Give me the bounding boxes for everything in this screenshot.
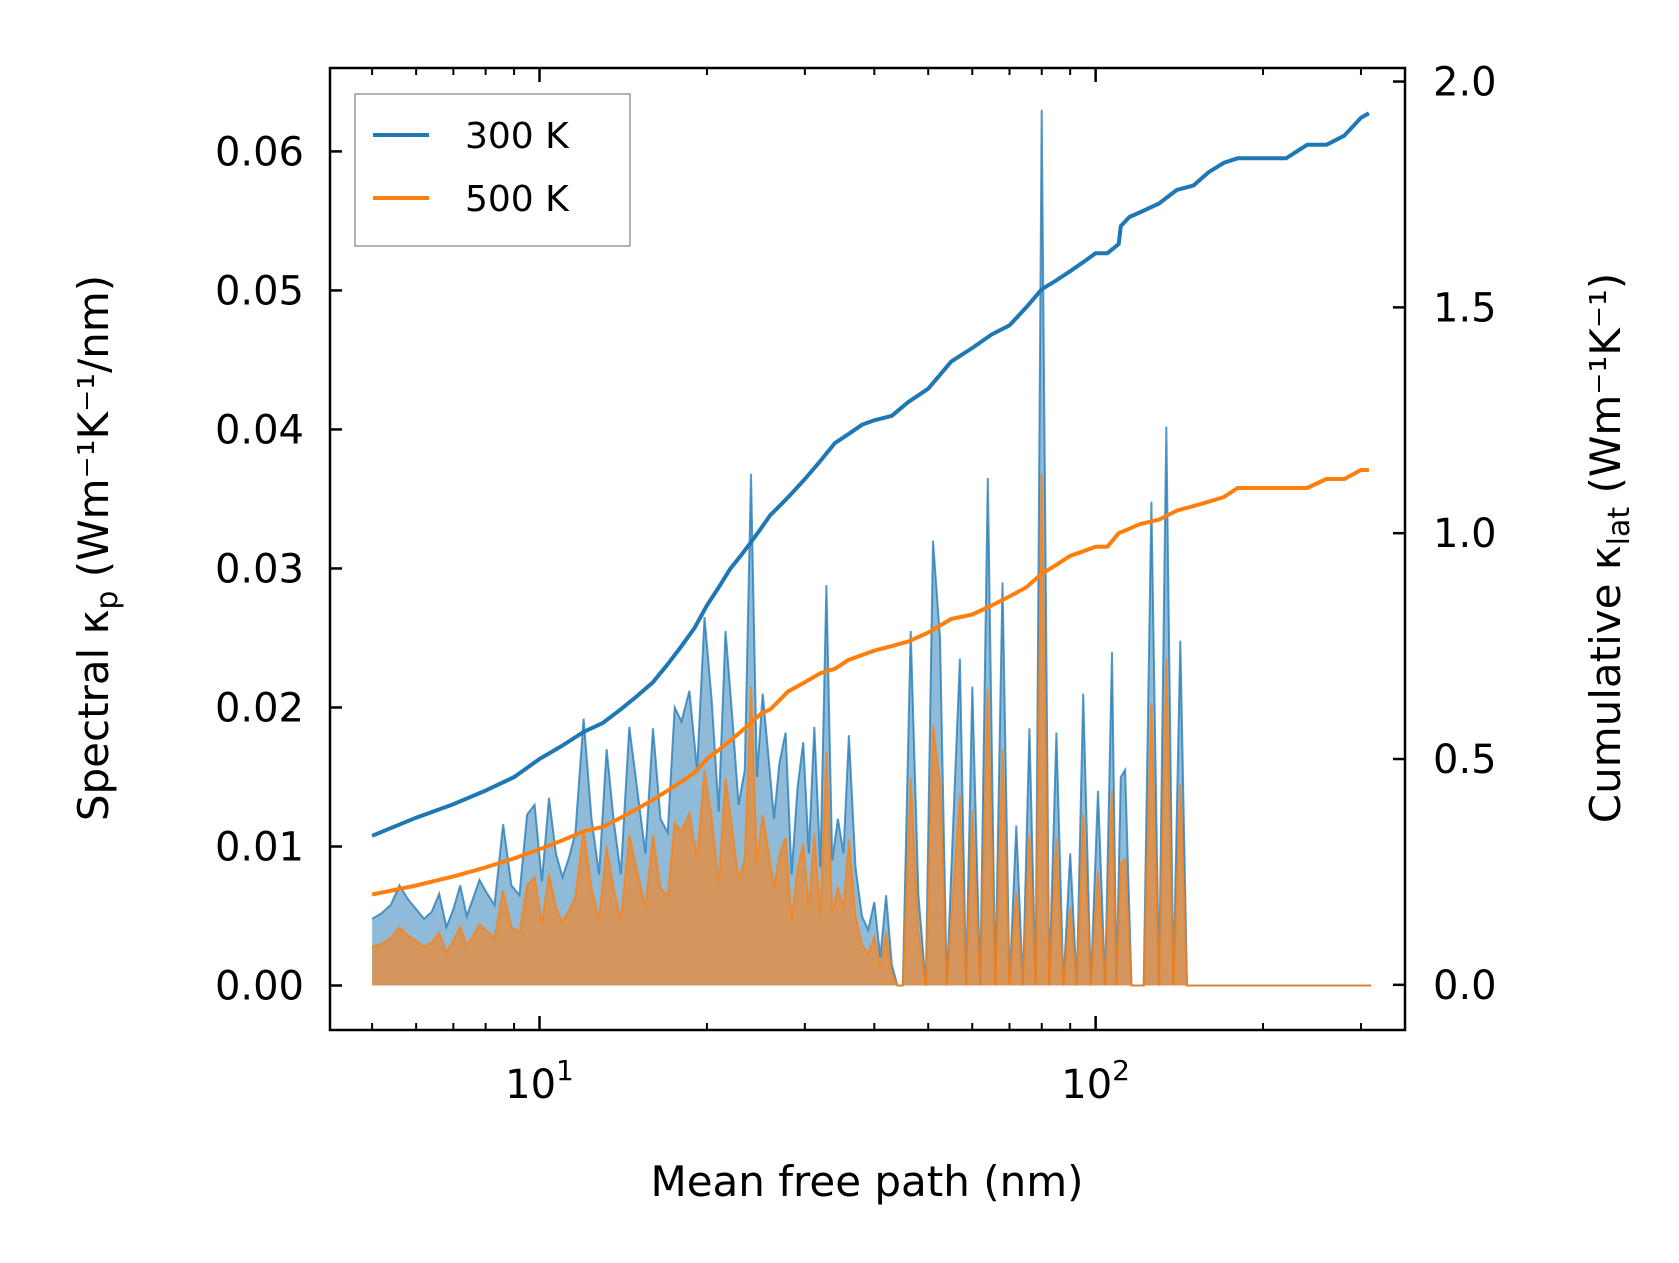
spectral-line-500k	[371, 473, 1372, 987]
axis-tick-labels: 0.00 0.01 0.02 0.03 0.04 0.05 0.06 0.0 0.5 1.0 1.5…	[215, 60, 1497, 1108]
left-tick-label: 0.00	[215, 964, 304, 1010]
left-tick-label: 0.02	[215, 685, 304, 731]
cumulative-line-500k	[371, 468, 1369, 897]
legend-label-500k: 500 K	[465, 179, 570, 220]
right-tick-label: 2.0	[1433, 60, 1497, 106]
left-tick-label: 0.04	[215, 407, 304, 453]
left-axis-title: Spectral κp (Wm⁻¹K⁻¹/nm)	[69, 275, 125, 821]
x-axis-title: Mean free path (nm)	[650, 1157, 1083, 1206]
left-tick-label: 0.01	[215, 824, 304, 870]
cumulative-line-300k	[371, 111, 1370, 838]
right-tick-label: 0.5	[1433, 737, 1497, 783]
plot-frame	[328, 66, 1407, 1032]
plot-area	[371, 109, 1372, 987]
x-tick-label: 101	[505, 1054, 574, 1108]
right-axis-title: Cumulative κlat (Wm⁻¹K⁻¹)	[1581, 273, 1637, 823]
right-tick-label: 1.0	[1433, 511, 1497, 557]
legend: 300 K 500 K	[354, 93, 631, 247]
left-tick-label: 0.05	[215, 268, 304, 314]
left-tick-label: 0.06	[215, 129, 304, 175]
right-tick-label: 1.5	[1433, 285, 1497, 331]
x-tick-label: 102	[1061, 1054, 1130, 1108]
left-tick-label: 0.03	[215, 546, 304, 592]
legend-box	[354, 93, 631, 247]
legend-label-300k: 300 K	[465, 116, 570, 157]
axis-ticks	[330, 68, 1405, 1030]
right-tick-label: 0.0	[1433, 963, 1497, 1009]
